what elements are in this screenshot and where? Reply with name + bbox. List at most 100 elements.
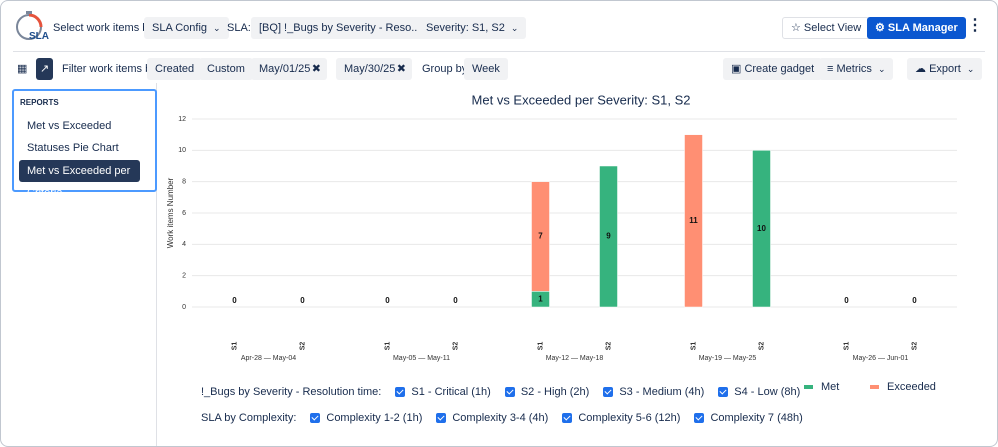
sla-manager-text: SLA Manager [887, 22, 958, 34]
legend-item[interactable]: Met [804, 381, 839, 393]
table-view-button[interactable]: ▦ [13, 58, 32, 80]
chart-title: Met vs Exceeded per Severity: S1, S2 [472, 92, 691, 107]
sla-select[interactable]: [BQ] !_Bugs by Severity - Reso...⌄ [251, 17, 442, 39]
y-tick-label: 0 [182, 304, 186, 311]
bar-segment [752, 150, 771, 308]
create-gadget-text: Create gadget [744, 63, 815, 75]
end-date[interactable]: May/30/25 ✖ [336, 58, 412, 80]
checkbox[interactable] [562, 413, 573, 423]
group-label: May-26 — Jun-01 [853, 355, 909, 362]
sidebar-divider [156, 83, 157, 446]
bar-segment [684, 134, 703, 308]
checkbox[interactable] [603, 387, 614, 397]
checkbox[interactable] [718, 387, 729, 397]
create-gadget-button[interactable]: ▣ Create gadget [723, 58, 823, 80]
filter-option[interactable]: S3 - Medium (4h) [603, 386, 704, 398]
checkbox[interactable] [436, 413, 447, 423]
filter-label: !_Bugs by Severity - Resolution time: [201, 386, 382, 398]
y-tick-label: 4 [182, 241, 186, 248]
severity-select[interactable]: Severity: S1, S2 ⌄ [418, 17, 527, 39]
filter-label: Filter work items by: [62, 63, 160, 75]
config-select[interactable]: SLA Config ⌄ [144, 17, 229, 39]
sidebar [12, 89, 157, 192]
report-link[interactable]: Statuses Pie Chart [27, 142, 119, 154]
y-tick-label: 8 [182, 179, 186, 186]
checkbox[interactable] [310, 413, 321, 423]
custom-button[interactable]: Custom [199, 58, 253, 80]
option-label: Complexity 7 (48h) [710, 412, 803, 424]
start-date[interactable]: May/01/25 ✖ [251, 58, 327, 80]
group-label: May-05 — May-11 [393, 355, 450, 362]
group-label: May-19 — May-25 [699, 355, 757, 362]
metrics-text: Metrics [836, 63, 872, 75]
filter-option[interactable]: Complexity 5-6 (12h) [562, 412, 680, 424]
x-tick-label: S2 [452, 342, 459, 351]
x-tick-label: S1 [843, 342, 850, 351]
report-link-active[interactable]: Met vs Exceeded per Criteria [19, 160, 140, 199]
sla-text: [BQ] !_Bugs by Severity - Reso... [259, 22, 421, 34]
filter-option[interactable]: S4 - Low (8h) [718, 386, 800, 398]
filter-option[interactable]: S2 - High (2h) [504, 386, 589, 398]
metrics-button[interactable]: ≡ Metrics ⌄ [819, 58, 894, 80]
select-view-button[interactable]: ☆ Select View [782, 17, 871, 39]
logo-text: SLA [29, 31, 49, 42]
select-view-text: Select View [803, 22, 862, 34]
filter-option[interactable]: Complexity 7 (48h) [694, 412, 803, 424]
x-tick-label: S2 [758, 342, 765, 351]
filter-option[interactable]: Complexity 1-2 (1h) [310, 412, 422, 424]
option-label: S1 - Critical (1h) [411, 386, 491, 398]
x-tick-label: S2 [605, 342, 612, 351]
filter-option[interactable]: Complexity 3-4 (4h) [436, 412, 548, 424]
group-select[interactable]: Week [464, 58, 508, 80]
sla-manager-button[interactable]: ⚙ SLA Manager [867, 17, 966, 39]
group-label: Group by [422, 63, 468, 75]
option-label: S3 - Medium (4h) [619, 386, 705, 398]
y-tick-label: 10 [178, 147, 186, 154]
legend-item[interactable]: Exceeded [870, 381, 936, 393]
more-menu[interactable]: ⋮ [967, 17, 983, 34]
filter-row: SLA by Complexity: Complexity 1-2 (1h) Com… [201, 412, 803, 424]
x-tick-label: S1 [537, 342, 544, 351]
group-label: May-12 — May-18 [546, 355, 604, 362]
data-label: 0 [912, 296, 917, 305]
data-label: 9 [606, 232, 611, 241]
x-tick-label: S2 [911, 342, 918, 351]
x-tick-label: S1 [231, 342, 238, 351]
created-button[interactable]: Created [147, 58, 203, 80]
y-tick-label: 2 [182, 273, 186, 280]
export-text: Export [929, 63, 961, 75]
data-label: 0 [300, 296, 305, 305]
data-label: 1 [538, 294, 543, 303]
checkbox[interactable] [395, 387, 406, 397]
config-text: SLA Config [152, 22, 208, 34]
option-label: Complexity 3-4 (4h) [452, 412, 549, 424]
filter-label: SLA by Complexity: [201, 412, 297, 424]
bar-segment [531, 181, 550, 292]
report-link[interactable]: Met vs Exceeded [27, 120, 112, 132]
legend-label: Met [821, 381, 840, 393]
data-label: 10 [757, 224, 766, 233]
legend-swatch [804, 385, 813, 389]
checkbox[interactable] [504, 387, 515, 397]
sidebar-title: REPORTS [20, 98, 59, 107]
chart-view-button[interactable]: ↗ [36, 58, 54, 80]
legend-swatch [870, 385, 879, 389]
bar-segment [599, 165, 618, 308]
start-date-text: May/01/25 [259, 63, 311, 75]
option-label: S4 - Low (8h) [734, 386, 801, 398]
logo-icon [16, 11, 43, 40]
divider [13, 51, 985, 52]
option-label: Complexity 5-6 (12h) [578, 412, 681, 424]
y-tick-label: 12 [178, 116, 186, 123]
data-label: 0 [385, 296, 390, 305]
filter-row: !_Bugs by Severity - Resolution time: S1 … [201, 386, 800, 398]
severity-text: Severity: S1, S2 [426, 22, 505, 34]
chart: Met vs Exceeded per Severity: S1, S2 Wor… [166, 92, 957, 362]
sla-label: SLA: [227, 22, 251, 34]
filter-option[interactable]: S1 - Critical (1h) [395, 386, 491, 398]
group-label: Apr-28 — May-04 [241, 355, 296, 362]
end-date-text: May/30/25 [344, 63, 396, 75]
export-button[interactable]: ☁ Export ⌄ [907, 58, 983, 80]
checkbox[interactable] [694, 413, 705, 423]
